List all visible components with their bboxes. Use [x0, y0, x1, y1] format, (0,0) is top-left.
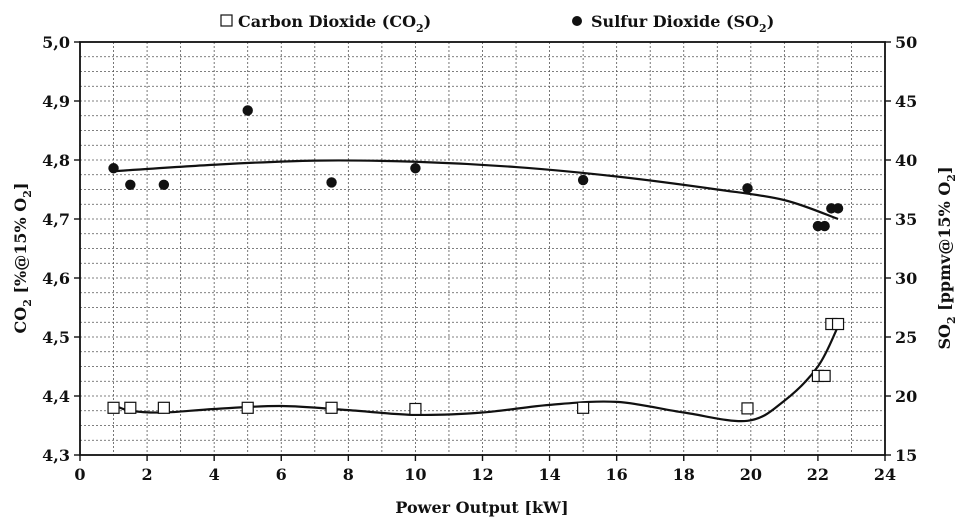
y-right-tick-label: 45: [895, 92, 917, 111]
y-right-tick-label: 35: [895, 210, 917, 229]
legend-label-co2: Carbon Dioxide (CO2): [238, 12, 431, 35]
x-tick-label: 14: [538, 465, 560, 484]
y-right-tick-label: 15: [895, 446, 917, 465]
co2-point: [107, 401, 120, 414]
y-left-tick-label: 4,3: [42, 446, 70, 465]
grid: [80, 42, 885, 455]
y-right-tick-label: 40: [895, 151, 917, 170]
x-tick-label: 18: [673, 465, 695, 484]
co2-point: [241, 401, 254, 414]
y-right-tick-label: 30: [895, 269, 917, 288]
x-tick-label: 24: [874, 465, 896, 484]
y-right-axis-label: SO2 [ppmv@15% O2]: [935, 166, 958, 349]
x-tick-label: 22: [807, 465, 829, 484]
y-left-tick-label: 4,5: [42, 328, 70, 347]
x-tick-label: 10: [404, 465, 426, 484]
x-tick-label: 20: [740, 465, 762, 484]
legend: Carbon Dioxide (CO2) Sulfur Dioxide (SO2…: [220, 12, 774, 35]
so2-point: [832, 203, 844, 214]
co2-fit-curve: [113, 325, 840, 423]
data-marks: [107, 105, 845, 416]
x-tick-label: 2: [142, 465, 153, 484]
co2-point: [831, 317, 845, 331]
x-tick-label: 6: [276, 465, 287, 484]
x-tick-label: 16: [606, 465, 628, 484]
x-tick-label: 8: [343, 465, 354, 484]
y-left-tick-label: 4,4: [42, 387, 70, 406]
so2-point: [242, 105, 253, 116]
y-left-tick-label: 4,6: [42, 269, 70, 288]
y-left-tick-label: 4,9: [42, 92, 70, 111]
legend-marker-co2: [220, 14, 233, 27]
so2-point: [125, 179, 136, 190]
x-tick-label: 12: [471, 465, 493, 484]
co2-point: [577, 401, 590, 414]
x-axis-label: Power Output [kW]: [395, 498, 568, 517]
fit-curves: [113, 159, 840, 423]
legend-label-so2: Sulfur Dioxide (SO2): [591, 12, 774, 35]
x-tick-label: 4: [209, 465, 220, 484]
y-left-axis-label: CO2 [%@15% O2]: [11, 183, 34, 334]
y-left-tick-label: 4,7: [42, 210, 70, 229]
so2-fit-curve: [113, 159, 839, 221]
y-left-tick-label: 4,8: [42, 151, 70, 170]
co2-point: [741, 402, 754, 415]
so2-point: [326, 177, 337, 188]
y-right-tick-label: 25: [895, 328, 917, 347]
co2-point: [409, 402, 422, 416]
co2-point: [325, 401, 338, 414]
so2-point: [158, 179, 170, 190]
so2-point: [108, 163, 119, 174]
co2-point: [818, 369, 831, 383]
y-right-tick-label: 50: [895, 33, 917, 52]
so2-point: [819, 220, 830, 232]
y-left-tick-label: 5,0: [42, 33, 70, 52]
so2-point: [410, 163, 421, 174]
x-tick-label: 0: [74, 465, 85, 484]
y-right-tick-label: 20: [895, 387, 917, 406]
so2-point: [577, 174, 589, 186]
axis-ticks: 0 2 4 6 8 10 12 14 16 18 20 22 244,34,44,54,64,74,84…: [42, 33, 917, 484]
co2-point: [157, 401, 170, 414]
legend-marker-so2: [572, 16, 582, 26]
co2-point: [124, 401, 137, 414]
so2-point: [742, 183, 753, 194]
